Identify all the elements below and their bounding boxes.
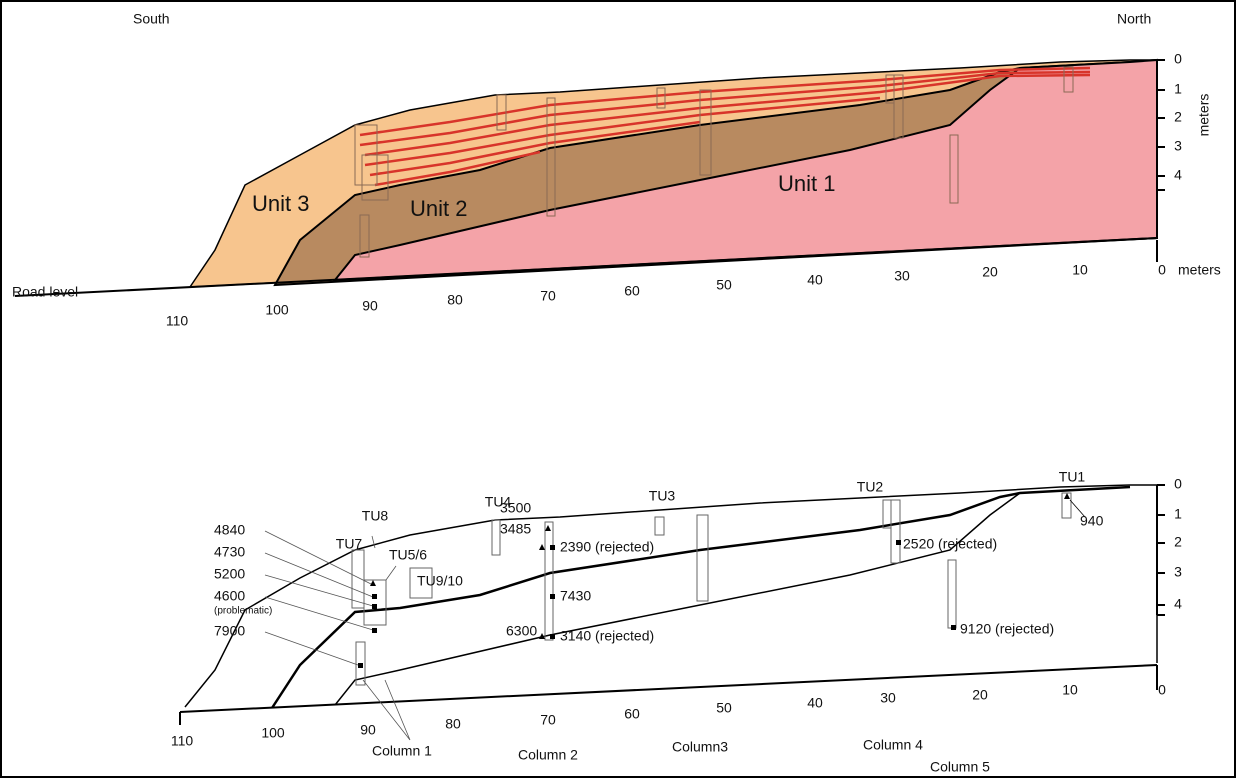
test-unit-label: TU5/6: [389, 547, 427, 563]
x-label: 90: [362, 298, 378, 314]
x-label: 30: [894, 268, 910, 284]
x-label: 20: [972, 687, 988, 703]
x-label: 0: [1158, 262, 1166, 278]
x-label: 110: [171, 733, 194, 749]
x-label: 10: [1062, 682, 1078, 698]
x-label: 100: [261, 725, 285, 741]
test-unit-label: TU3: [649, 488, 676, 504]
depth-label: 1: [1174, 506, 1182, 522]
x-label: 0: [1158, 682, 1166, 698]
x-label: 90: [360, 722, 376, 738]
date-label: 4840: [214, 522, 245, 538]
date-label: 3500: [500, 500, 531, 516]
x-label: 80: [445, 716, 461, 732]
column-label: Column3: [672, 739, 728, 755]
north-label: North: [1117, 11, 1151, 27]
test-unit-label: TU1: [1059, 469, 1086, 485]
depth-label: 0: [1174, 476, 1182, 492]
column-label: Column 1: [372, 743, 432, 759]
x-label: 50: [716, 700, 732, 716]
test-unit-label: TU2: [857, 479, 884, 495]
x-label: 60: [624, 706, 640, 722]
depth-label: 0: [1174, 51, 1182, 67]
x-label: 80: [447, 292, 463, 308]
depth-label: 3: [1174, 564, 1182, 580]
x-label: 70: [540, 288, 556, 304]
unit-label: Unit 2: [410, 196, 467, 221]
date-label: 4600: [214, 588, 245, 604]
x-label: 100: [265, 302, 289, 318]
depth-label: 2: [1174, 109, 1182, 125]
column-label: Column 4: [863, 737, 923, 753]
depth-label: 2: [1174, 534, 1182, 550]
date-label: 2520 (rejected): [903, 536, 997, 552]
column-label: Column 5: [930, 759, 990, 775]
date-label: 7430: [560, 588, 591, 604]
date-label: 9120 (rejected): [960, 621, 1054, 637]
x-label: 70: [540, 712, 556, 728]
depth-label: 4: [1174, 596, 1182, 612]
x-label: 60: [624, 283, 640, 299]
date-label: 4730: [214, 544, 245, 560]
unit-label: Unit 1: [778, 171, 835, 196]
depth-label: 3: [1174, 138, 1182, 154]
date-label: 5200: [214, 566, 245, 582]
date-label: 940: [1080, 513, 1104, 529]
test-unit-label: TU9/10: [417, 573, 463, 589]
column-label: Column 2: [518, 747, 578, 763]
date-label: 3140 (rejected): [560, 628, 654, 644]
x-label: 20: [982, 264, 998, 280]
date-label: (problematic): [214, 606, 272, 617]
unit-label: Unit 3: [252, 191, 309, 216]
x-label: 30: [880, 690, 896, 706]
depth-label: 4: [1174, 167, 1182, 183]
test-unit-label: TU8: [362, 508, 389, 524]
test-unit-label: TU7: [336, 536, 363, 552]
road-level: Road level: [12, 284, 78, 300]
x-label: 40: [807, 695, 823, 711]
depth-unit: meters: [1196, 94, 1212, 137]
date-label: 2390 (rejected): [560, 539, 654, 555]
x-label: 50: [716, 277, 732, 293]
depth-label: 1: [1174, 81, 1182, 97]
date-label: 3485: [500, 521, 531, 537]
figure: South North Road level Unit 3 Unit 2 Uni…: [0, 0, 1236, 778]
date-label: 6300: [506, 623, 537, 639]
date-label: 7900: [214, 623, 245, 639]
x-unit: meters: [1178, 262, 1221, 278]
x-label: 40: [807, 272, 823, 288]
x-label: 10: [1072, 262, 1088, 278]
x-label: 110: [166, 313, 189, 329]
south-label: South: [133, 11, 170, 27]
